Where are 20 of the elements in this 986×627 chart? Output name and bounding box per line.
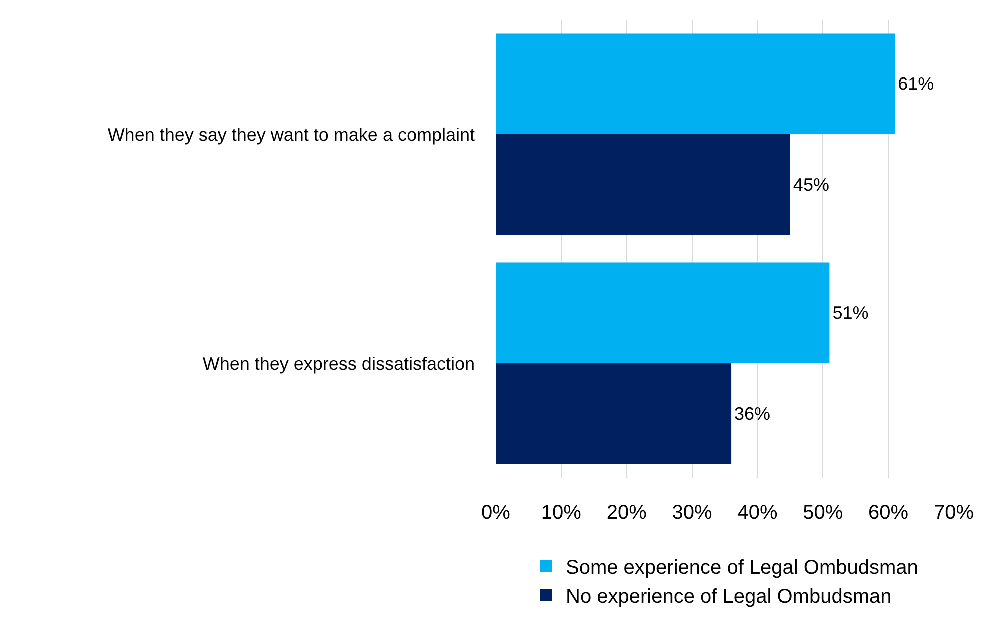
legend-label: Some experience of Legal Ombudsman	[566, 557, 918, 579]
data-label: 51%	[832, 303, 869, 324]
x-tick-label: 40%	[738, 502, 778, 524]
bar	[496, 262, 830, 364]
bar	[496, 134, 790, 236]
data-label: 45%	[793, 174, 830, 195]
y-tick-label: When they say they want to make a complaint	[108, 124, 475, 145]
x-tick-label: 20%	[606, 502, 648, 524]
bar	[496, 34, 896, 134]
legend-label: No experience of Legal Ombudsman	[566, 586, 892, 608]
x-tick-label: 10%	[541, 502, 582, 524]
x-tick-label: 50%	[803, 502, 844, 524]
y-tick-label: When they express dissatisfaction	[202, 354, 475, 374]
bar	[496, 364, 732, 464]
x-tick-label: 30%	[672, 502, 713, 524]
data-label: 36%	[734, 404, 771, 424]
data-label: 61%	[898, 74, 934, 94]
x-tick-label: 70%	[934, 502, 974, 524]
x-tick-label: 60%	[868, 502, 909, 524]
x-tick-label: 0%	[482, 502, 511, 524]
